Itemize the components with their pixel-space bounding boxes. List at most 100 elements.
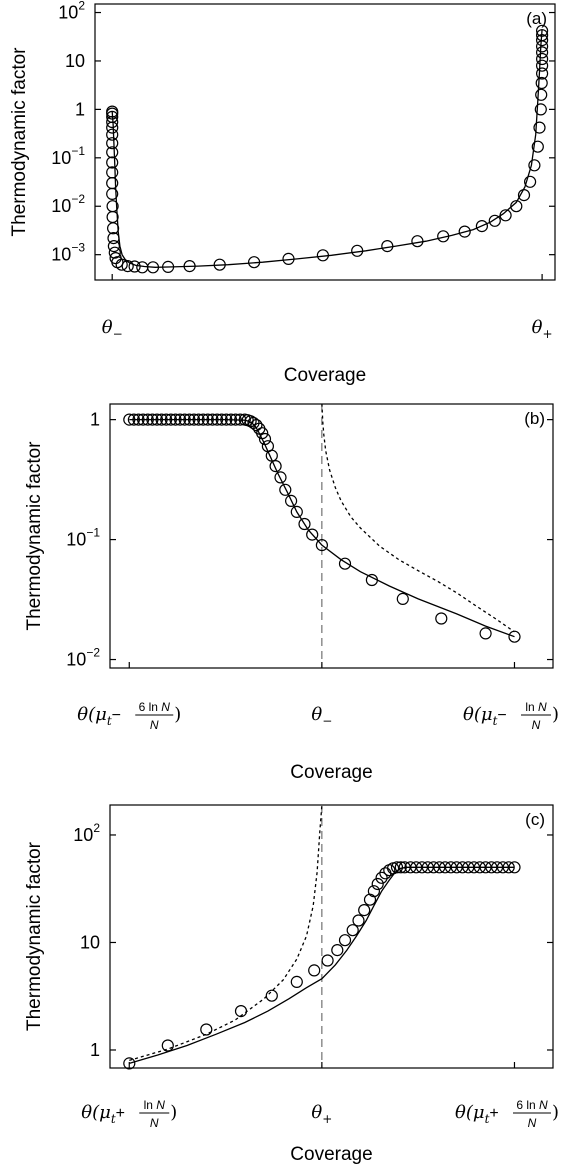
data-marker [220, 413, 233, 426]
svg-text:): ) [170, 1102, 177, 1123]
data-marker [127, 413, 140, 426]
data-marker [467, 861, 481, 874]
panel-b: 10−2 10−1 1 θ(μt− 6 ln N N) θ− θ(μt− ln N N) (b) Co… [24, 403, 559, 783]
asymptote-line [321, 404, 515, 633]
data-marker [308, 964, 321, 977]
data-marker [390, 861, 404, 874]
data-marker [160, 413, 173, 426]
y-tick-label: 10 [80, 932, 100, 952]
data-marker [510, 200, 523, 213]
data-marker [279, 483, 292, 496]
y-tick-label: 10−2 [66, 646, 100, 670]
y-axis-label: Thermodynamic factor [24, 841, 45, 1031]
panel-label: (a) [526, 9, 547, 28]
data-marker [508, 861, 521, 874]
plot-frame [109, 403, 554, 669]
data-marker [535, 46, 549, 59]
data-marker [508, 630, 521, 643]
data-marker [115, 258, 128, 271]
data-marker [533, 121, 546, 134]
data-marker [479, 627, 492, 640]
data-marker [169, 413, 182, 426]
svg-text:): ) [552, 1102, 559, 1123]
data-marker [458, 225, 471, 238]
data-marker [290, 975, 303, 989]
data-marker [415, 861, 429, 874]
data-marker [106, 146, 119, 159]
data-marker [106, 115, 119, 129]
data-marker [121, 260, 134, 273]
data-marker [358, 903, 371, 917]
svg-text:ln N: ln N [525, 700, 547, 714]
data-marker [146, 261, 160, 274]
y-axis-label: Thermodynamic factor [24, 441, 45, 631]
data-marker [535, 59, 549, 72]
data-marker [496, 861, 509, 874]
data-marker [250, 419, 263, 432]
svg-text:6 ln N: 6 ln N [139, 700, 171, 714]
data-marker [211, 413, 224, 426]
data-marker [396, 592, 409, 606]
data-marker [162, 260, 175, 273]
y-tick-label: 1 [90, 1040, 100, 1060]
data-marker [164, 413, 177, 426]
data-marker [473, 861, 486, 874]
data-marker [106, 156, 119, 169]
svg-text:): ) [552, 704, 559, 725]
data-marker [107, 232, 120, 245]
data-marker [381, 240, 394, 253]
data-marker [197, 413, 210, 426]
data-marker [174, 413, 187, 426]
data-marker [523, 175, 537, 188]
data-marker [282, 252, 295, 265]
y-tick-label: 10−1 [66, 526, 100, 550]
y-tick-label: 102 [73, 821, 100, 845]
data-marker [106, 187, 119, 200]
data-marker [534, 103, 547, 116]
data-marker [352, 914, 365, 927]
data-marker [306, 528, 319, 541]
asymptote-line [129, 805, 323, 1062]
x-tick-label: θ(μt+ ln N N) [81, 1098, 177, 1130]
data-marker [183, 260, 196, 273]
data-marker [187, 413, 201, 426]
data-marker [106, 107, 119, 120]
data-marker [499, 209, 512, 222]
data-marker [517, 189, 531, 202]
data-marker [290, 505, 303, 518]
data-marker [136, 261, 149, 274]
y-tick-label: 10−3 [51, 241, 85, 265]
data-marker [155, 413, 168, 426]
plot-frame [94, 3, 556, 281]
y-tick-label: 102 [58, 0, 85, 23]
data-marker [161, 1039, 174, 1052]
y-tick-label: 10−2 [51, 192, 85, 216]
data-marker [141, 413, 154, 426]
data-marker [435, 612, 448, 625]
data-marker [106, 210, 119, 224]
panel-label: (b) [524, 409, 545, 428]
data-marker [535, 29, 549, 42]
svg-text:ln N: ln N [144, 1098, 166, 1112]
fit-line [111, 29, 543, 268]
data-marker [488, 214, 501, 227]
data-marker [106, 137, 119, 150]
x-axis-label: Coverage [284, 365, 366, 386]
data-marker [248, 256, 261, 269]
data-marker [108, 246, 121, 259]
data-marker [387, 862, 400, 875]
data-marker [346, 924, 359, 937]
y-axis-label: Thermodynamic factor [9, 47, 30, 237]
data-marker [375, 871, 388, 884]
svg-text:N: N [150, 718, 159, 732]
data-marker [316, 249, 329, 262]
y-tick-label: 10−1 [51, 144, 85, 168]
data-marker [367, 885, 380, 898]
data-marker [338, 557, 352, 570]
data-marker [224, 413, 238, 426]
data-marker [258, 432, 272, 446]
x-tick-label: θ− [311, 704, 332, 728]
data-marker [150, 413, 164, 426]
y-tick-label: 1 [75, 99, 85, 119]
